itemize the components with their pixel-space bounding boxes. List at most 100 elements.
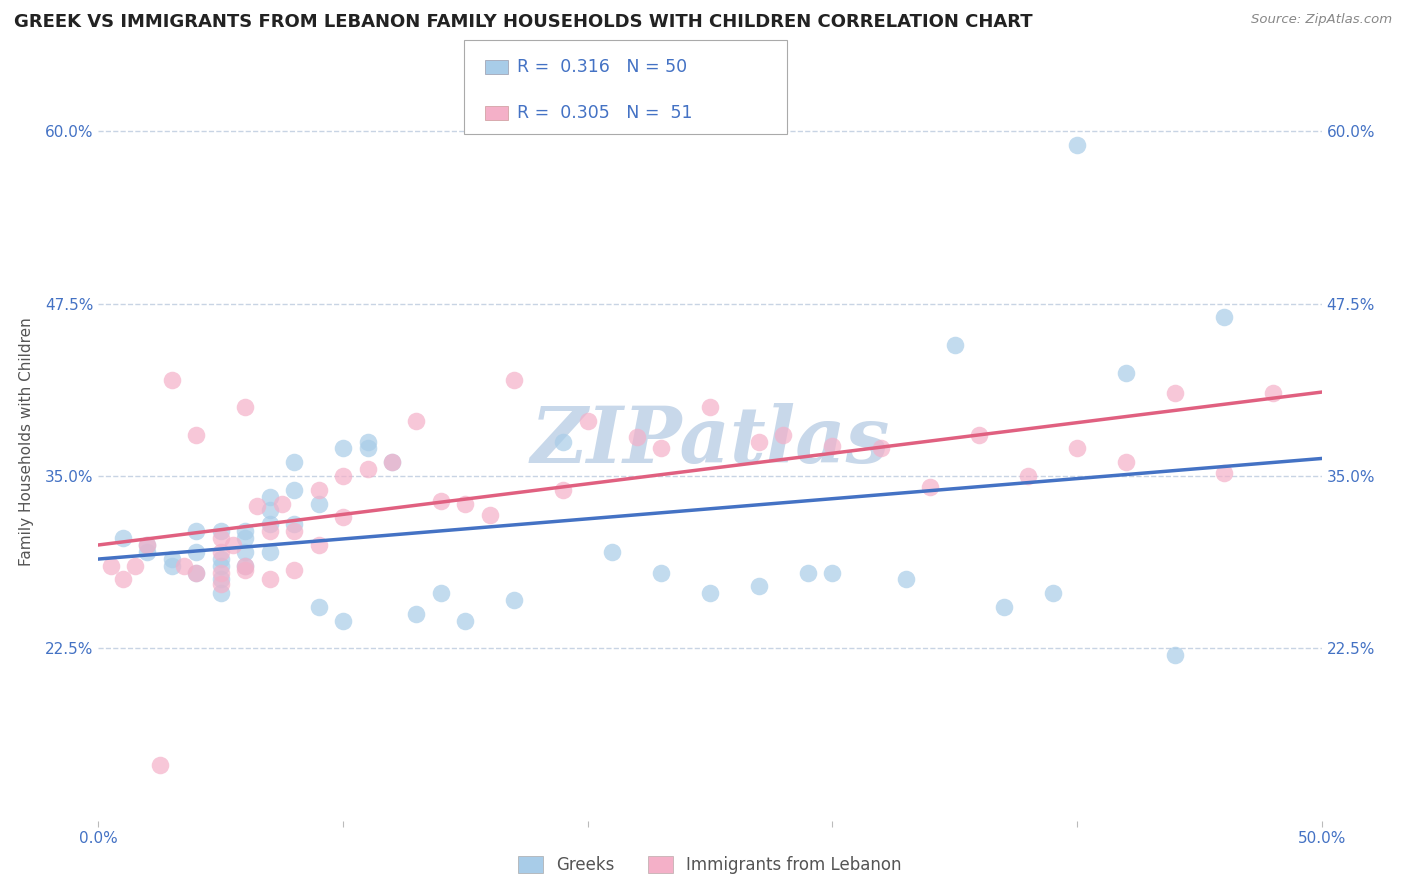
Point	[650, 442, 672, 456]
Point	[308, 599, 330, 614]
Point	[381, 455, 404, 469]
Point	[233, 558, 256, 573]
Point	[233, 531, 256, 545]
Point	[222, 538, 245, 552]
Point	[993, 599, 1015, 614]
Point	[246, 500, 269, 514]
Point	[259, 490, 281, 504]
Text: GREEK VS IMMIGRANTS FROM LEBANON FAMILY HOUSEHOLDS WITH CHILDREN CORRELATION CHA: GREEK VS IMMIGRANTS FROM LEBANON FAMILY …	[14, 13, 1032, 31]
Point	[136, 538, 159, 552]
Point	[259, 517, 281, 532]
Point	[1164, 386, 1187, 401]
Point	[1212, 467, 1234, 481]
Point	[209, 545, 232, 559]
Point	[1115, 455, 1137, 469]
Point	[356, 462, 378, 476]
Point	[1042, 586, 1064, 600]
Point	[894, 573, 917, 587]
Y-axis label: Family Households with Children: Family Households with Children	[18, 318, 34, 566]
Point	[1212, 310, 1234, 325]
Point	[259, 573, 281, 587]
Point	[209, 524, 232, 538]
Point	[233, 400, 256, 414]
Point	[626, 430, 648, 444]
Point	[1017, 469, 1039, 483]
Point	[283, 563, 305, 577]
Point	[821, 566, 844, 580]
Point	[186, 524, 208, 538]
Point	[1115, 366, 1137, 380]
Point	[209, 558, 232, 573]
Text: Source: ZipAtlas.com: Source: ZipAtlas.com	[1251, 13, 1392, 27]
Point	[209, 531, 232, 545]
Point	[209, 551, 232, 566]
Point	[186, 566, 208, 580]
Point	[160, 372, 183, 386]
Point	[186, 545, 208, 559]
Point	[259, 524, 281, 538]
Point	[454, 614, 477, 628]
Point	[111, 573, 134, 587]
Text: R =  0.316   N = 50: R = 0.316 N = 50	[517, 58, 688, 76]
Point	[430, 493, 453, 508]
Point	[136, 545, 159, 559]
Point	[430, 586, 453, 600]
Point	[332, 469, 354, 483]
Point	[209, 566, 232, 580]
Point	[943, 338, 966, 352]
Point	[356, 442, 378, 456]
Point	[503, 372, 526, 386]
Text: ZIPatlas: ZIPatlas	[530, 403, 890, 480]
Point	[259, 503, 281, 517]
Point	[870, 442, 893, 456]
Point	[233, 563, 256, 577]
Point	[160, 551, 183, 566]
Point	[381, 455, 404, 469]
Point	[454, 497, 477, 511]
Point	[553, 483, 575, 497]
Point	[233, 524, 256, 538]
Point	[308, 483, 330, 497]
Point	[748, 434, 770, 449]
Point	[233, 545, 256, 559]
Point	[209, 576, 232, 591]
Point	[748, 579, 770, 593]
Point	[233, 558, 256, 573]
Point	[1164, 648, 1187, 663]
Point	[160, 558, 183, 573]
Point	[136, 538, 159, 552]
Point	[270, 497, 294, 511]
Point	[332, 510, 354, 524]
Point	[283, 483, 305, 497]
Point	[259, 545, 281, 559]
Point	[1066, 442, 1088, 456]
Point	[797, 566, 820, 580]
Point	[1261, 386, 1284, 401]
Point	[209, 573, 232, 587]
Legend: Greeks, Immigrants from Lebanon: Greeks, Immigrants from Lebanon	[512, 849, 908, 880]
Point	[111, 531, 134, 545]
Point	[967, 427, 990, 442]
Text: R =  0.305   N =  51: R = 0.305 N = 51	[517, 104, 693, 122]
Point	[478, 508, 501, 522]
Point	[209, 586, 232, 600]
Point	[332, 614, 354, 628]
Point	[283, 524, 305, 538]
Point	[553, 434, 575, 449]
Point	[650, 566, 672, 580]
Point	[821, 439, 844, 453]
Point	[173, 558, 195, 573]
Point	[124, 558, 146, 573]
Point	[308, 497, 330, 511]
Point	[356, 434, 378, 449]
Point	[283, 455, 305, 469]
Point	[332, 442, 354, 456]
Point	[405, 607, 427, 621]
Point	[100, 558, 122, 573]
Point	[149, 758, 172, 772]
Point	[699, 400, 721, 414]
Point	[503, 593, 526, 607]
Point	[1066, 138, 1088, 153]
Point	[576, 414, 599, 428]
Point	[600, 545, 623, 559]
